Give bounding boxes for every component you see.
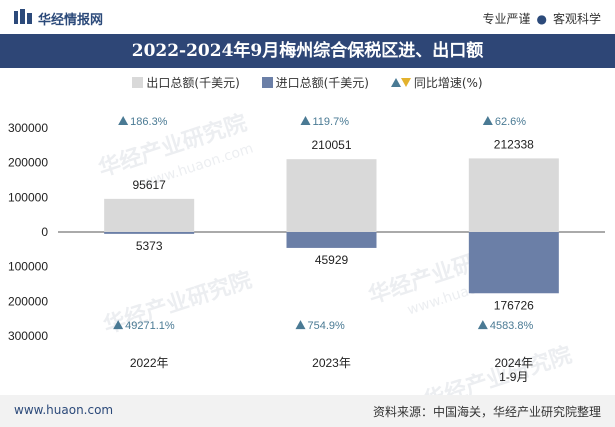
yoy-import-up-icon [113, 320, 124, 330]
yoy-import-label: 754.9% [308, 320, 346, 332]
yoy-export-label: 186.3% [130, 116, 168, 128]
legend-export: 出口总额(千美元) [132, 74, 240, 91]
export-bar [104, 198, 195, 232]
import-value-label: 45929 [315, 253, 349, 267]
export-value-label: 212338 [494, 137, 534, 151]
y-tick-label: 0 [41, 225, 48, 239]
yoy-import-label: 49271.1% [125, 320, 175, 332]
import-bar [104, 232, 195, 234]
legend-import-label: 进口总额(千美元) [275, 76, 369, 90]
x-category-label-line: 2022年 [130, 356, 169, 370]
export-value-label: 95617 [132, 178, 166, 192]
yoy-export-up-icon [482, 116, 493, 125]
import-value-label: 176726 [494, 298, 534, 312]
chart-title: 2022-2024年9月梅州综合保税区进、出口额 [131, 41, 484, 61]
tagline-separator-dot: ● [536, 12, 547, 26]
huajing-logo-icon [14, 9, 32, 24]
x-category-label: 2023年 [312, 356, 351, 370]
y-tick-label: 300000 [8, 121, 48, 135]
tagline-objective: 客观科学 [552, 12, 601, 26]
legend-yoy-label: 同比增速(%) [413, 76, 483, 90]
legend-import-swatch [261, 77, 273, 88]
yoy-export-label: 119.7% [313, 116, 350, 128]
legend-yoy: 同比增速(%) [390, 74, 483, 91]
triangle-down-icon [400, 78, 411, 87]
y-tick-label: 100000 [8, 260, 48, 274]
export-bar [468, 158, 559, 232]
import-bar [468, 232, 559, 294]
export-bar [286, 159, 377, 232]
top-bar: 华经情报网 专业严谨 ● 客观科学 [0, 0, 615, 34]
brand-name: 华经情报网 [38, 13, 104, 28]
legend-export-swatch [132, 77, 144, 88]
header-taglines: 专业严谨 ● 客观科学 [482, 10, 601, 27]
y-tick-label: 200000 [8, 294, 48, 308]
tagline-professional: 专业严谨 [482, 12, 531, 26]
chart-legend: 出口总额(千美元) 进口总额(千美元) 同比增速(%) [0, 74, 615, 94]
import-bar [286, 232, 377, 248]
legend-export-label: 出口总额(千美元) [146, 76, 240, 90]
yoy-import-label: 4583.8% [490, 320, 534, 332]
triangle-up-icon [390, 78, 401, 87]
yoy-export-label: 62.6% [495, 116, 526, 128]
export-value-label: 210051 [311, 138, 351, 152]
x-category-label-line: 2024年 [494, 356, 533, 370]
yoy-import-up-icon [295, 320, 306, 330]
y-tick-label: 200000 [8, 156, 48, 170]
x-category-label-line: 1-9月 [499, 370, 528, 384]
footer: www.huaon.com 资料来源：中国海关，华经产业研究院整理 [0, 395, 615, 427]
x-category-label: 2024年 1-9月 [494, 356, 533, 384]
chart-plot: 300000 200000 100000 0 100000 200000 300000 956… [8, 116, 605, 384]
import-value-label: 5373 [136, 239, 163, 253]
legend-import: 进口总额(千美元) [261, 74, 369, 91]
footer-url: www.huaon.com [14, 403, 114, 417]
x-category-label: 2022年 [130, 356, 169, 370]
footer-source: 资料来源：中国海关，华经产业研究院整理 [372, 405, 601, 419]
y-tick-label: 100000 [8, 190, 48, 204]
yoy-export-up-icon [300, 116, 311, 125]
yoy-import-up-icon [477, 320, 488, 330]
yoy-export-up-icon [118, 116, 129, 125]
x-category-label-line: 2023年 [312, 356, 351, 370]
y-tick-label: 300000 [8, 329, 48, 343]
title-band: 2022-2024年9月梅州综合保税区进、出口额 [0, 34, 615, 68]
